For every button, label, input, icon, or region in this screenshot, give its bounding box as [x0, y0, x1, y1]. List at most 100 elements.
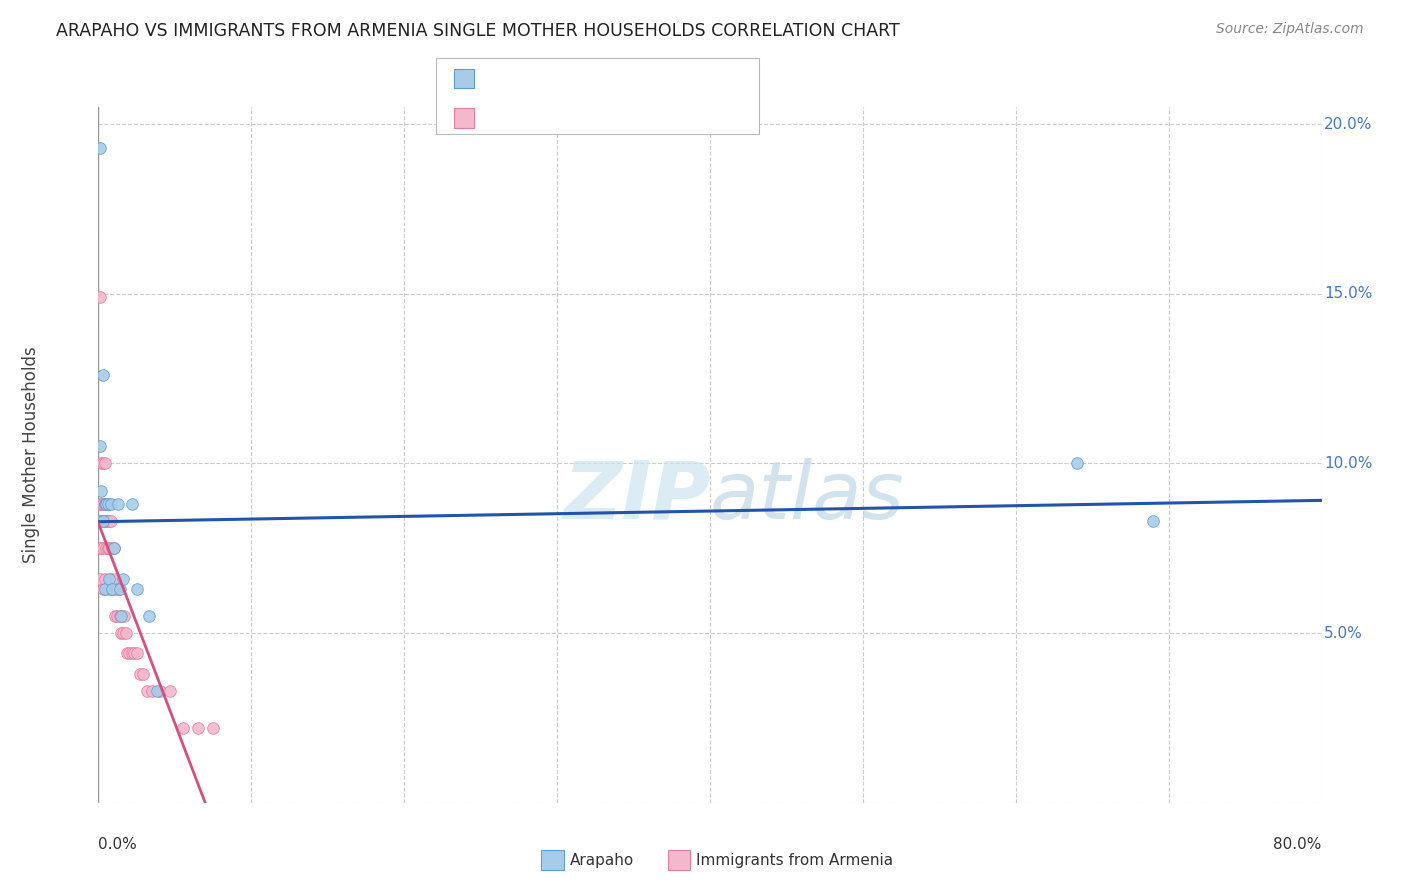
Point	[91, 514, 114, 528]
Point	[118, 647, 141, 661]
Point	[110, 609, 132, 624]
Text: 59: 59	[620, 109, 643, 127]
Point	[91, 368, 114, 383]
Point	[97, 497, 120, 511]
Point	[122, 647, 145, 661]
Point	[101, 541, 124, 556]
Point	[187, 721, 209, 735]
Point	[103, 541, 125, 556]
Point	[121, 647, 143, 661]
Point	[111, 626, 134, 640]
Point	[91, 497, 114, 511]
Text: N =: N =	[574, 109, 621, 127]
Point	[103, 582, 125, 596]
Point	[115, 626, 138, 640]
Text: 15.0%: 15.0%	[1324, 286, 1372, 301]
Text: 24: 24	[620, 70, 644, 87]
Point	[91, 541, 114, 556]
Point	[136, 683, 159, 698]
Point	[101, 582, 124, 596]
Text: 80.0%: 80.0%	[1274, 837, 1322, 852]
Text: atlas: atlas	[710, 458, 905, 536]
Point	[172, 721, 194, 735]
Point	[93, 497, 115, 511]
Point	[103, 541, 125, 556]
Point	[91, 514, 114, 528]
Text: 0.0%: 0.0%	[98, 837, 138, 852]
Point	[97, 541, 120, 556]
Point	[107, 497, 129, 511]
Point	[98, 514, 121, 528]
Point	[100, 497, 122, 511]
Point	[94, 541, 117, 556]
Text: Single Mother Households: Single Mother Households	[22, 347, 41, 563]
Text: 20.0%: 20.0%	[1324, 117, 1372, 131]
Text: 0.047: 0.047	[517, 70, 569, 87]
Point	[93, 572, 115, 586]
Point	[117, 647, 139, 661]
Point	[141, 683, 163, 698]
Point	[138, 609, 160, 624]
Point	[90, 497, 112, 511]
Point	[125, 647, 148, 661]
Text: N =: N =	[574, 70, 621, 87]
Point	[104, 572, 127, 586]
Point	[97, 497, 120, 511]
Text: 10.0%: 10.0%	[1324, 456, 1372, 471]
Point	[100, 514, 122, 528]
Text: -0.241: -0.241	[517, 109, 576, 127]
Point	[108, 609, 131, 624]
Point	[89, 541, 111, 556]
Point	[93, 497, 115, 511]
Point	[90, 541, 112, 556]
Point	[90, 483, 112, 498]
Point	[89, 141, 111, 155]
Point	[94, 514, 117, 528]
Point	[93, 582, 115, 596]
Point	[89, 497, 111, 511]
Point	[97, 514, 120, 528]
Point	[111, 572, 134, 586]
Point	[100, 572, 122, 586]
Point	[94, 497, 117, 511]
Text: ARAPAHO VS IMMIGRANTS FROM ARMENIA SINGLE MOTHER HOUSEHOLDS CORRELATION CHART: ARAPAHO VS IMMIGRANTS FROM ARMENIA SINGL…	[56, 22, 900, 40]
Point	[110, 626, 132, 640]
Point	[89, 572, 111, 586]
Text: Immigrants from Armenia: Immigrants from Armenia	[696, 854, 893, 868]
Text: R =: R =	[482, 70, 519, 87]
Text: R =: R =	[482, 109, 519, 127]
Point	[89, 439, 111, 453]
Point	[91, 582, 114, 596]
Point	[98, 582, 121, 596]
Text: Source: ZipAtlas.com: Source: ZipAtlas.com	[1216, 22, 1364, 37]
Point	[90, 514, 112, 528]
Point	[159, 683, 181, 698]
Point	[104, 609, 127, 624]
Point	[121, 497, 143, 511]
Point	[107, 582, 129, 596]
Point	[145, 683, 167, 698]
Point	[125, 582, 148, 596]
Point	[98, 572, 121, 586]
Point	[90, 457, 112, 471]
Point	[105, 609, 128, 624]
Point	[108, 582, 131, 596]
Point	[93, 514, 115, 528]
Point	[101, 582, 124, 596]
Point	[202, 721, 225, 735]
Point	[91, 457, 114, 471]
Point	[1142, 514, 1164, 528]
Text: ZIP: ZIP	[562, 458, 710, 536]
Point	[89, 514, 111, 528]
Point	[89, 290, 111, 304]
Text: Arapaho: Arapaho	[569, 854, 634, 868]
Point	[94, 497, 117, 511]
Point	[94, 582, 117, 596]
Point	[98, 541, 121, 556]
Point	[105, 582, 128, 596]
Point	[1066, 457, 1088, 471]
Point	[98, 497, 121, 511]
Point	[149, 683, 172, 698]
Point	[132, 666, 155, 681]
Point	[94, 497, 117, 511]
